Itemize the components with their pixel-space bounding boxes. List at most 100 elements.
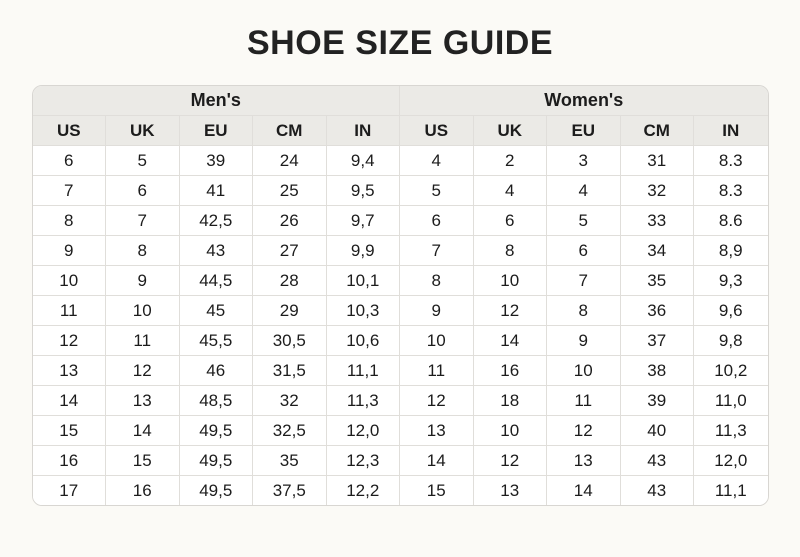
size-cell-mens-eu: 49,5 xyxy=(179,476,253,505)
size-cell-mens-eu: 46 xyxy=(179,356,253,386)
size-cell-mens-uk: 6 xyxy=(106,176,180,206)
size-cell-mens-uk: 5 xyxy=(106,146,180,176)
size-cell-womens-in: 9,8 xyxy=(694,326,768,356)
table-row: 12 11 45,5 30,5 10,6 10 14 9 37 9,8 xyxy=(32,326,768,356)
size-cell-mens-us: 13 xyxy=(32,356,106,386)
size-cell-womens-in: 9,3 xyxy=(694,266,768,296)
size-cell-mens-uk: 9 xyxy=(106,266,180,296)
size-cell-womens-uk: 4 xyxy=(473,176,547,206)
size-cell-mens-eu: 49,5 xyxy=(179,446,253,476)
size-cell-mens-eu: 39 xyxy=(179,146,253,176)
size-cell-mens-cm: 27 xyxy=(253,236,327,266)
size-cell-mens-in: 9,5 xyxy=(326,176,400,206)
size-cell-womens-cm: 31 xyxy=(620,146,694,176)
size-cell-mens-eu: 43 xyxy=(179,236,253,266)
size-cell-womens-eu: 12 xyxy=(547,416,621,446)
table-row: 6 5 39 24 9,4 4 2 3 31 8.3 xyxy=(32,146,768,176)
size-cell-mens-in: 10,6 xyxy=(326,326,400,356)
size-cell-mens-eu: 45 xyxy=(179,296,253,326)
size-cell-mens-us: 6 xyxy=(32,146,106,176)
size-cell-mens-eu: 44,5 xyxy=(179,266,253,296)
size-cell-womens-uk: 12 xyxy=(473,446,547,476)
size-cell-mens-uk: 13 xyxy=(106,386,180,416)
size-cell-womens-uk: 12 xyxy=(473,296,547,326)
size-cell-womens-uk: 10 xyxy=(473,266,547,296)
size-cell-mens-eu: 42,5 xyxy=(179,206,253,236)
table-row: 11 10 45 29 10,3 9 12 8 36 9,6 xyxy=(32,296,768,326)
size-cell-mens-eu: 41 xyxy=(179,176,253,206)
size-cell-womens-cm: 37 xyxy=(620,326,694,356)
size-cell-womens-eu: 4 xyxy=(547,176,621,206)
size-cell-womens-us: 15 xyxy=(400,476,474,505)
size-cell-womens-in: 12,0 xyxy=(694,446,768,476)
size-cell-mens-uk: 10 xyxy=(106,296,180,326)
size-cell-womens-eu: 6 xyxy=(547,236,621,266)
size-cell-mens-cm: 32,5 xyxy=(253,416,327,446)
size-cell-womens-eu: 10 xyxy=(547,356,621,386)
table-row: 14 13 48,5 32 11,3 12 18 11 39 11,0 xyxy=(32,386,768,416)
size-cell-mens-eu: 48,5 xyxy=(179,386,253,416)
size-cell-womens-in: 11,1 xyxy=(694,476,768,505)
size-cell-mens-uk: 7 xyxy=(106,206,180,236)
size-cell-womens-uk: 8 xyxy=(473,236,547,266)
size-cell-mens-us: 7 xyxy=(32,176,106,206)
shoe-size-guide-table: Men's Women's US UK EU CM IN US UK EU CM… xyxy=(31,85,769,506)
table-row: 15 14 49,5 32,5 12,0 13 10 12 40 11,3 xyxy=(32,416,768,446)
column-header-mens-in: IN xyxy=(326,116,400,146)
size-cell-womens-us: 7 xyxy=(400,236,474,266)
size-cell-womens-cm: 38 xyxy=(620,356,694,386)
size-cell-womens-in: 11,0 xyxy=(694,386,768,416)
size-cell-mens-in: 9,4 xyxy=(326,146,400,176)
size-cell-womens-eu: 14 xyxy=(547,476,621,505)
size-cell-mens-us: 12 xyxy=(32,326,106,356)
table-row: 9 8 43 27 9,9 7 8 6 34 8,9 xyxy=(32,236,768,266)
size-cell-mens-us: 16 xyxy=(32,446,106,476)
size-cell-mens-us: 17 xyxy=(32,476,106,505)
size-cell-womens-in: 8,9 xyxy=(694,236,768,266)
size-cell-womens-us: 4 xyxy=(400,146,474,176)
size-cell-womens-cm: 34 xyxy=(620,236,694,266)
size-cell-mens-in: 9,7 xyxy=(326,206,400,236)
size-cell-mens-cm: 32 xyxy=(253,386,327,416)
column-header-womens-uk: UK xyxy=(473,116,547,146)
size-cell-mens-uk: 11 xyxy=(106,326,180,356)
column-header-mens-cm: CM xyxy=(253,116,327,146)
column-header-womens-in: IN xyxy=(694,116,768,146)
size-cell-mens-cm: 30,5 xyxy=(253,326,327,356)
size-cell-mens-in: 10,3 xyxy=(326,296,400,326)
column-header-mens-eu: EU xyxy=(179,116,253,146)
size-cell-womens-us: 8 xyxy=(400,266,474,296)
size-cell-mens-uk: 15 xyxy=(106,446,180,476)
size-cell-womens-eu: 11 xyxy=(547,386,621,416)
size-cell-mens-cm: 35 xyxy=(253,446,327,476)
size-cell-womens-cm: 43 xyxy=(620,446,694,476)
size-cell-mens-uk: 16 xyxy=(106,476,180,505)
size-cell-mens-in: 12,2 xyxy=(326,476,400,505)
group-header-mens: Men's xyxy=(32,86,400,116)
table-header: Men's Women's US UK EU CM IN US UK EU CM… xyxy=(32,86,768,146)
size-cell-womens-cm: 35 xyxy=(620,266,694,296)
size-cell-womens-in: 11,3 xyxy=(694,416,768,446)
table-row: 8 7 42,5 26 9,7 6 6 5 33 8.6 xyxy=(32,206,768,236)
page-title: SHOE SIZE GUIDE xyxy=(247,24,553,62)
size-cell-womens-cm: 33 xyxy=(620,206,694,236)
column-header-mens-us: US xyxy=(32,116,106,146)
size-cell-mens-cm: 37,5 xyxy=(253,476,327,505)
table-row: 16 15 49,5 35 12,3 14 12 13 43 12,0 xyxy=(32,446,768,476)
size-cell-mens-eu: 45,5 xyxy=(179,326,253,356)
size-cell-mens-us: 8 xyxy=(32,206,106,236)
size-cell-womens-uk: 18 xyxy=(473,386,547,416)
size-cell-mens-in: 11,1 xyxy=(326,356,400,386)
size-cell-womens-us: 6 xyxy=(400,206,474,236)
size-cell-womens-us: 14 xyxy=(400,446,474,476)
size-cell-mens-cm: 24 xyxy=(253,146,327,176)
table-row: 10 9 44,5 28 10,1 8 10 7 35 9,3 xyxy=(32,266,768,296)
size-cell-womens-us: 13 xyxy=(400,416,474,446)
size-cell-womens-eu: 8 xyxy=(547,296,621,326)
size-cell-womens-us: 5 xyxy=(400,176,474,206)
table-body: 6 5 39 24 9,4 4 2 3 31 8.3 7 6 41 25 9,5 5 4 4 32 8.3 8 7 42,5… xyxy=(32,146,768,505)
size-cell-womens-cm: 36 xyxy=(620,296,694,326)
size-cell-womens-us: 12 xyxy=(400,386,474,416)
size-cell-womens-uk: 10 xyxy=(473,416,547,446)
size-cell-mens-cm: 31,5 xyxy=(253,356,327,386)
